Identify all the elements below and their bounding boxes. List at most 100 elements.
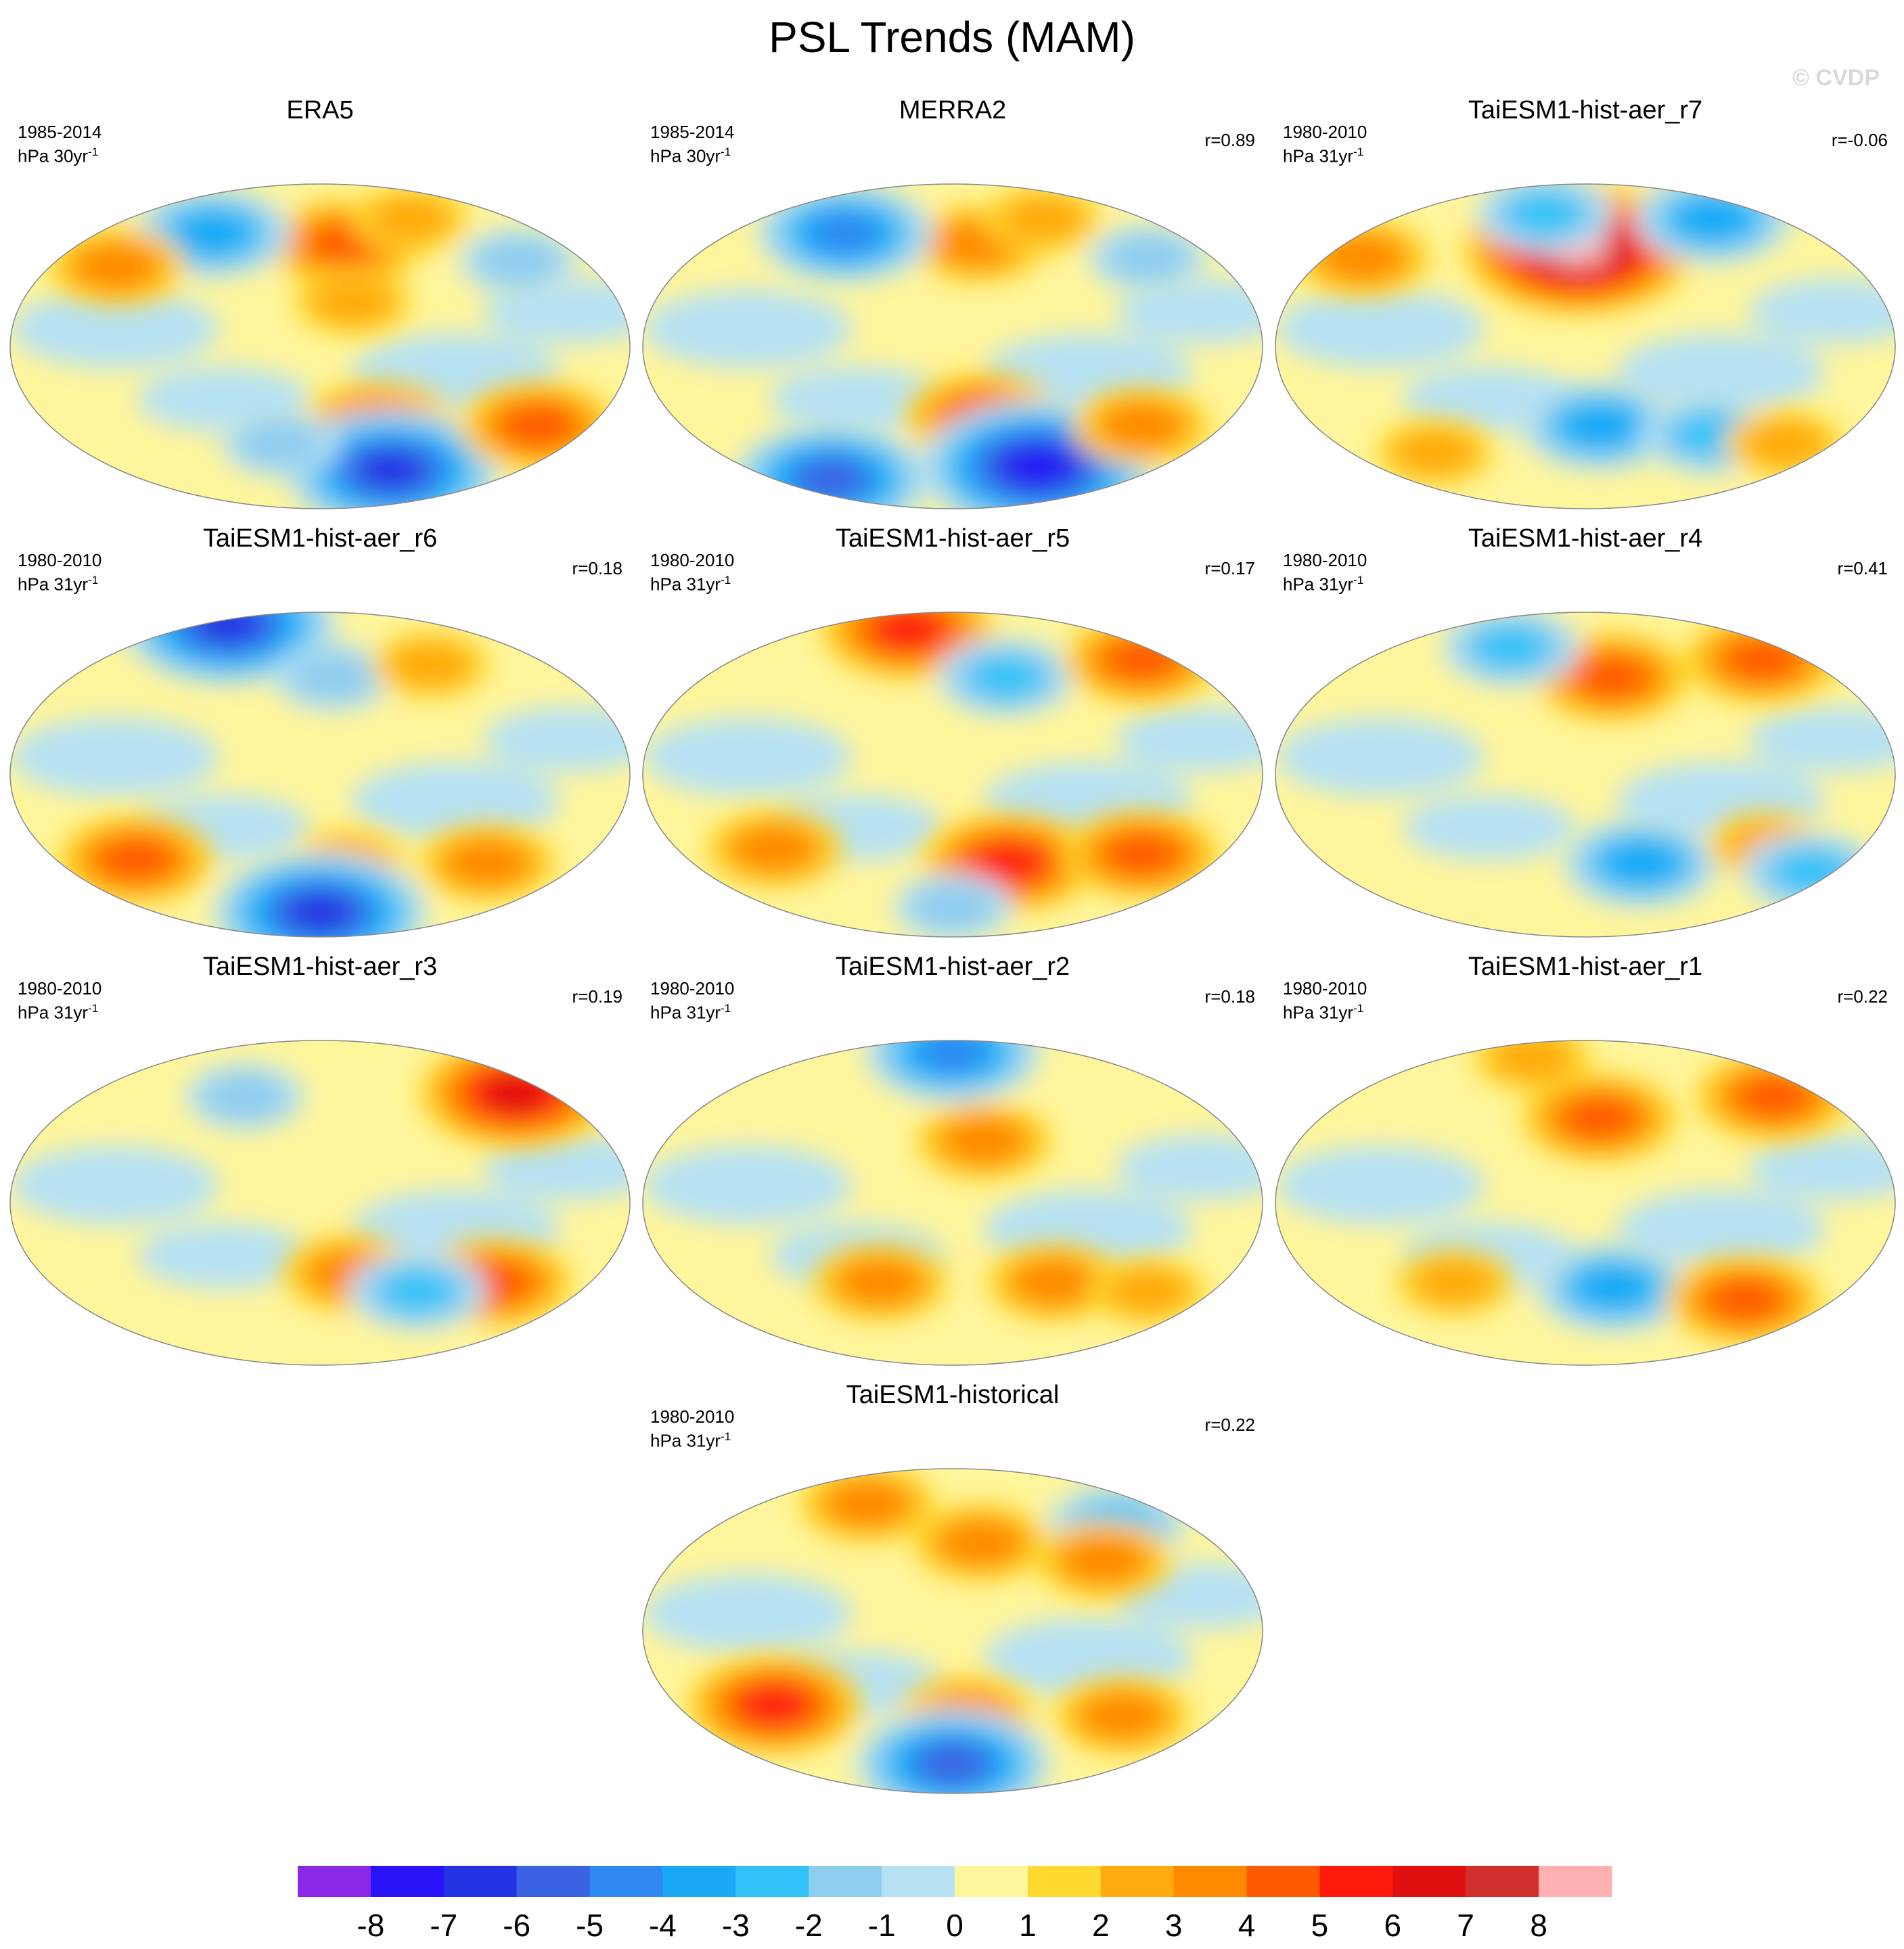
trend-feature [1065, 1538, 1142, 1582]
colorbar-swatch [1027, 1866, 1102, 1897]
trend-feature [1506, 191, 1583, 236]
trend-feature [379, 1269, 456, 1313]
panel-correlation: r=-0.06 [1831, 130, 1888, 150]
panel-correlation: r=0.17 [1204, 558, 1255, 578]
colorbar-swatch [298, 1866, 371, 1897]
trend-feature [1564, 405, 1636, 446]
panel-period: 1980-2010 [18, 550, 102, 570]
trend-region [1276, 1145, 1484, 1225]
panel-correlation: r=0.41 [1837, 558, 1888, 578]
trend-feature [829, 1482, 906, 1526]
map-plot [1275, 183, 1896, 509]
panel-title: TaiESM1-hist-aer_r7 [1468, 96, 1703, 124]
colorbar-label: -8 [357, 1908, 384, 1943]
panel-title: TaiESM1-historical [846, 1381, 1060, 1409]
map-panel: TaiESM1-hist-aer_r4 1980-2010 hPa 31yr-1 r=… [1271, 524, 1900, 950]
panel-period: 1980-2010 [18, 978, 102, 999]
map-plot [9, 183, 631, 509]
map-panel: TaiESM1-historical 1980-2010 hPa 31yr-1 r=0… [638, 1381, 1267, 1807]
trend-feature [310, 277, 396, 327]
map-outline [642, 1040, 1263, 1366]
trend-feature [1411, 1258, 1497, 1307]
panel-title: TaiESM1-hist-aer_r1 [1468, 953, 1703, 981]
panel-period: 1980-2010 [650, 978, 735, 999]
map-outline [9, 183, 631, 509]
colorbar-label: -5 [576, 1908, 604, 1943]
trend-feature [920, 1745, 985, 1783]
panel-period: 1980-2010 [1283, 978, 1367, 999]
trend-feature [99, 839, 172, 880]
map-outline [1275, 183, 1896, 509]
trend-feature [798, 460, 864, 498]
trend-feature [945, 1119, 1022, 1163]
trend-region [643, 1145, 852, 1225]
trend-feature [1016, 1260, 1093, 1304]
map-outline [9, 612, 631, 938]
panel-title: MERRA2 [899, 96, 1007, 124]
colorbar-swatch [662, 1866, 736, 1897]
panel-units: hPa 31yr-1 [650, 1002, 731, 1023]
map-outline [9, 1040, 631, 1366]
colorbar-swatch [1319, 1866, 1393, 1897]
trend-feature [967, 656, 1045, 700]
trend-region [11, 717, 219, 797]
map-panel: TaiESM1-hist-aer_r7 1980-2010 hPa 31yr-1 r=… [1271, 96, 1900, 522]
panel-period: 1980-2010 [1283, 550, 1367, 570]
panel-correlation: r=0.18 [1204, 986, 1255, 1007]
trend-feature [290, 653, 376, 702]
map-plot [1275, 612, 1896, 938]
trend-region [643, 1574, 852, 1653]
trend-feature [811, 214, 880, 253]
trend-feature [388, 641, 473, 689]
map-panel: TaiESM1-hist-aer_r5 1980-2010 hPa 31yr-1 r=… [638, 524, 1267, 950]
trend-region [1616, 333, 1825, 413]
colorbar-swatch [589, 1866, 663, 1897]
colorbar-label: 2 [1092, 1908, 1110, 1943]
trend-feature [735, 827, 813, 871]
trend-feature [1106, 833, 1178, 875]
colorbar-swatch [516, 1866, 591, 1897]
colorbar-label: -2 [795, 1908, 823, 1943]
trend-feature [740, 1686, 809, 1725]
panel-correlation: r=0.18 [572, 558, 622, 578]
trend-region [1276, 289, 1484, 369]
trend-feature [1605, 842, 1677, 884]
trend-region [1276, 717, 1484, 797]
trend-feature [1105, 1266, 1191, 1316]
colorbar-label: -1 [868, 1908, 896, 1943]
panel-title: TaiESM1-hist-aer_r6 [202, 524, 438, 553]
panel-units: hPa 31yr-1 [1283, 145, 1364, 166]
trend-region [770, 366, 944, 433]
colorbar-label: -4 [649, 1908, 677, 1943]
trend-feature [449, 841, 526, 885]
panel-title: TaiESM1-hist-aer_r5 [835, 524, 1070, 553]
trend-feature [1472, 625, 1549, 670]
panel-correlation: r=0.19 [572, 986, 622, 1007]
map-outline [642, 183, 1263, 509]
trend-feature [942, 1521, 1019, 1565]
trend-region [11, 1145, 219, 1225]
map-plot [642, 183, 1263, 509]
panel-title: TaiESM1-hist-aer_r4 [1468, 524, 1703, 553]
panel-correlation: r=0.89 [1204, 130, 1255, 150]
trend-feature [1564, 1097, 1635, 1139]
trend-feature [476, 237, 562, 286]
colorbar-label: -6 [503, 1908, 530, 1943]
trend-region [643, 289, 852, 369]
map-outline [1275, 1040, 1896, 1366]
colorbar-label: -7 [430, 1908, 457, 1943]
trend-feature [974, 844, 1043, 883]
map-plot [9, 1040, 631, 1366]
trend-feature [1742, 419, 1827, 468]
trend-region [137, 1222, 311, 1289]
colorbar-swatch [1466, 1866, 1539, 1897]
colorbar-label: 5 [1311, 1908, 1329, 1943]
colorbar-swatch [809, 1866, 882, 1897]
map-panel: TaiESM1-hist-aer_r3 1980-2010 hPa 31yr-1 r=… [5, 953, 635, 1379]
colorbar-label: 3 [1165, 1908, 1183, 1943]
trend-feature [1392, 428, 1478, 477]
trend-feature [1084, 1694, 1162, 1738]
panel-correlation: r=0.22 [1837, 986, 1888, 1007]
colorbar-label: -3 [722, 1908, 750, 1943]
panel-units: hPa 31yr-1 [1283, 574, 1364, 595]
